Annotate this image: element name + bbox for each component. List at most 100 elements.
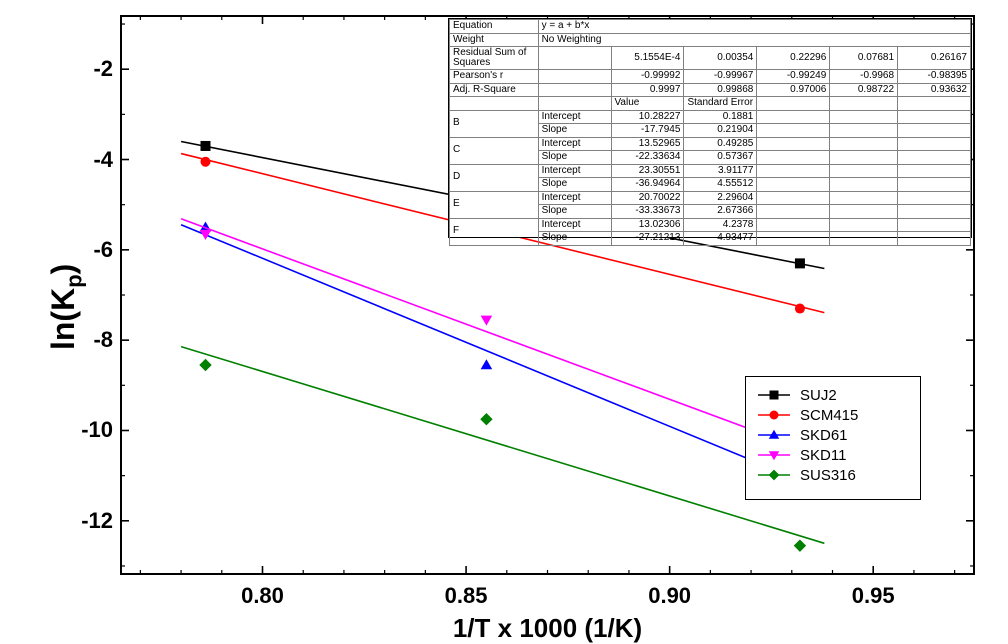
stats-cell: Slope xyxy=(538,151,611,165)
x-tick-label: 0.95 xyxy=(852,583,895,609)
stats-cell xyxy=(757,97,830,111)
legend-swatch xyxy=(756,467,792,483)
legend-label: SUJ2 xyxy=(800,387,837,404)
stats-cell xyxy=(757,164,830,178)
stats-cell xyxy=(898,151,971,165)
stats-cell: y = a + b*x xyxy=(538,20,970,34)
stats-cell: 4.2378 xyxy=(684,218,757,232)
stats-cell: 0.1881 xyxy=(684,110,757,124)
stats-cell: 13.02306 xyxy=(611,218,684,232)
stats-cell: 0.57367 xyxy=(684,151,757,165)
stats-cell xyxy=(898,178,971,192)
stats-cell xyxy=(898,97,971,111)
stats-cell: Intercept xyxy=(538,110,611,124)
stats-cell xyxy=(757,218,830,232)
legend-label: SKD11 xyxy=(800,447,846,464)
stats-cell xyxy=(898,205,971,219)
legend-label: SUS316 xyxy=(800,467,856,484)
stats-cell xyxy=(898,124,971,138)
stats-cell: Adj. R-Square xyxy=(450,83,539,97)
stats-cell: Intercept xyxy=(538,137,611,151)
legend-item: SUS316 xyxy=(756,465,908,485)
stats-cell xyxy=(830,218,898,232)
stats-cell: -0.99992 xyxy=(611,70,684,84)
stats-cell xyxy=(898,218,971,232)
legend-swatch xyxy=(756,407,792,423)
stats-cell xyxy=(757,178,830,192)
stats-cell: -27.21213 xyxy=(611,232,684,246)
stats-cell: 0.49285 xyxy=(684,137,757,151)
stats-cell: 13.52965 xyxy=(611,137,684,151)
stats-cell: Intercept xyxy=(538,164,611,178)
stats-cell: -0.9968 xyxy=(830,70,898,84)
stats-cell: Value xyxy=(611,97,684,111)
stats-cell: 0.97006 xyxy=(757,83,830,97)
stats-cell xyxy=(830,164,898,178)
stats-cell: 5.1554E-4 xyxy=(611,47,684,70)
stats-cell xyxy=(898,191,971,205)
legend-swatch xyxy=(756,447,792,463)
stats-cell xyxy=(830,178,898,192)
stats-cell xyxy=(450,97,539,111)
stats-cell: Pearson's r xyxy=(450,70,539,84)
stats-cell: -0.99967 xyxy=(684,70,757,84)
stats-cell: Slope xyxy=(538,205,611,219)
stats-cell xyxy=(898,137,971,151)
stats-cell: Intercept xyxy=(538,191,611,205)
stats-cell: 2.29604 xyxy=(684,191,757,205)
stats-cell: 0.07681 xyxy=(830,47,898,70)
legend-swatch xyxy=(756,387,792,403)
legend-label: SKD61 xyxy=(800,427,848,444)
stats-cell: 0.21904 xyxy=(684,124,757,138)
stats-cell: 4.93477 xyxy=(684,232,757,246)
stats-cell xyxy=(830,137,898,151)
stats-cell: Slope xyxy=(538,178,611,192)
stats-cell: No Weighting xyxy=(538,33,970,47)
stats-cell: 0.98722 xyxy=(830,83,898,97)
x-tick-label: 0.80 xyxy=(241,583,284,609)
stats-cell xyxy=(757,205,830,219)
y-tick-label: -8 xyxy=(65,327,113,353)
fit-stats-table: Equationy = a + b*xWeightNo WeightingRes… xyxy=(448,18,972,238)
stats-cell: -0.98395 xyxy=(898,70,971,84)
stats-cell xyxy=(757,137,830,151)
stats-cell: Weight xyxy=(450,33,539,47)
y-tick-label: -2 xyxy=(65,56,113,82)
chart-frame: ln(Kp) 1/T x 1000 (1/K) SUJ2SCM415SKD61S… xyxy=(0,0,1008,642)
y-tick-label: -4 xyxy=(65,147,113,173)
stats-cell xyxy=(757,191,830,205)
stats-cell: B xyxy=(450,110,539,137)
stats-cell: Slope xyxy=(538,232,611,246)
stats-cell: 0.99868 xyxy=(684,83,757,97)
stats-cell: 23.30551 xyxy=(611,164,684,178)
stats-cell xyxy=(898,232,971,246)
y-tick-label: -10 xyxy=(65,417,113,443)
stats-cell xyxy=(898,164,971,178)
stats-cell: 3.91177 xyxy=(684,164,757,178)
stats-cell xyxy=(830,232,898,246)
stats-cell: 0.22296 xyxy=(757,47,830,70)
legend-item: SKD61 xyxy=(756,425,908,445)
stats-cell xyxy=(538,47,611,70)
stats-cell: 2.67366 xyxy=(684,205,757,219)
stats-cell: 0.9997 xyxy=(611,83,684,97)
stats-cell: 20.70022 xyxy=(611,191,684,205)
legend-label: SCM415 xyxy=(800,407,858,424)
stats-cell: Standard Error xyxy=(684,97,757,111)
x-axis-label: 1/T x 1000 (1/K) xyxy=(120,613,975,644)
stats-cell: 10.28227 xyxy=(611,110,684,124)
stats-cell: -22.33634 xyxy=(611,151,684,165)
stats-cell: D xyxy=(450,164,539,191)
stats-cell xyxy=(757,151,830,165)
stats-cell xyxy=(830,191,898,205)
stats-cell xyxy=(830,97,898,111)
stats-cell: F xyxy=(450,218,539,245)
stats-cell: Slope xyxy=(538,124,611,138)
stats-cell: 0.26167 xyxy=(898,47,971,70)
x-tick-label: 0.85 xyxy=(445,583,488,609)
stats-cell xyxy=(757,124,830,138)
y-tick-label: -12 xyxy=(65,508,113,534)
stats-cell xyxy=(538,83,611,97)
stats-cell xyxy=(830,124,898,138)
stats-cell: Equation xyxy=(450,20,539,34)
